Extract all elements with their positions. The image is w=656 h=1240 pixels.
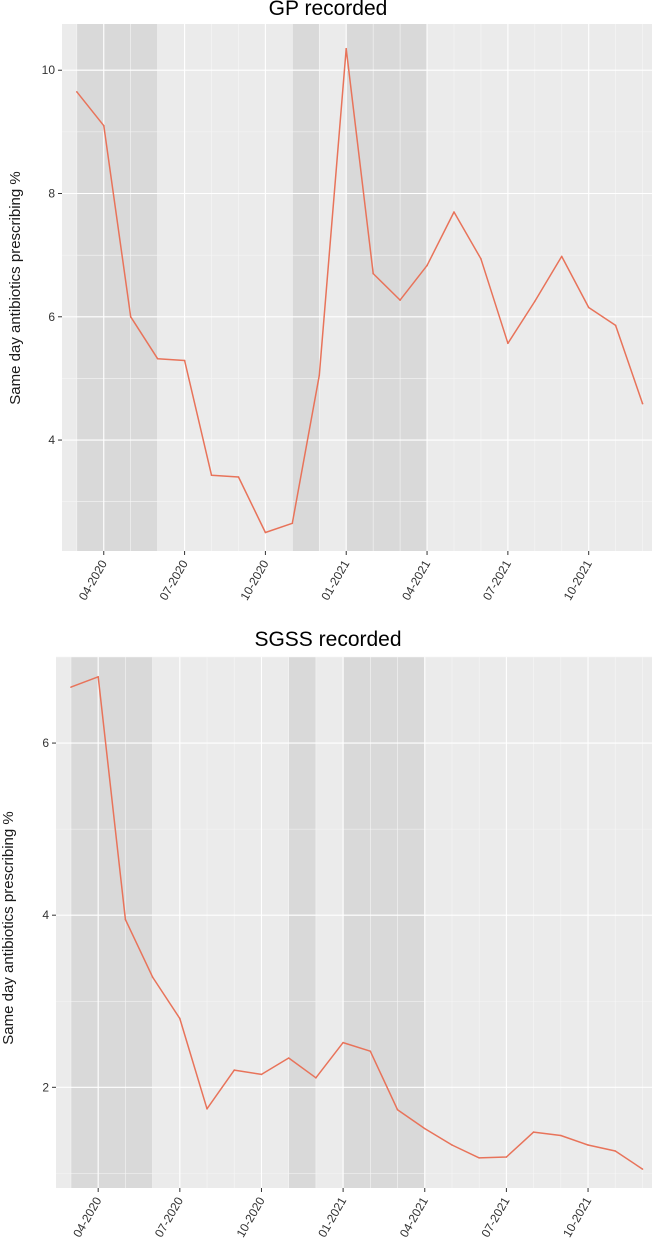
x-tick-label: 04-2021	[399, 557, 433, 602]
data-point	[587, 306, 590, 309]
y-axis-label: Same day antibiotics prescribing %	[7, 171, 24, 404]
data-point	[372, 272, 374, 275]
data-point	[151, 976, 154, 978]
data-point	[478, 1157, 480, 1159]
data-point	[641, 1168, 644, 1170]
data-point	[587, 1144, 589, 1146]
data-point	[206, 1108, 208, 1110]
data-point	[291, 522, 294, 525]
x-tick-label: 10-2020	[237, 557, 271, 602]
y-tick-label: 4	[48, 433, 55, 447]
series-line	[76, 47, 644, 534]
x-tick-label: 07-2020	[157, 557, 191, 602]
x-tick-label: 10-2020	[234, 1194, 268, 1239]
y-tick-label: 6	[42, 736, 49, 750]
data-point	[102, 124, 105, 127]
chart-title: SGSS recorded	[254, 628, 402, 651]
data-point	[614, 1150, 617, 1152]
data-point	[237, 476, 240, 478]
sgss-chart-plot: 2 4 6 04-2020 07-2020 10-2020 01-2021 04-2021 07…	[0, 656, 652, 1240]
data-point	[210, 474, 213, 476]
data-point	[156, 357, 159, 360]
data-point	[369, 1050, 372, 1052]
x-tick-label: 01-2021	[318, 557, 352, 602]
x-tick-label: 10-2021	[561, 557, 595, 602]
y-tick-label: 6	[48, 310, 55, 324]
x-tick-label: 07-2021	[480, 557, 514, 602]
data-point	[399, 299, 401, 301]
data-point	[97, 675, 99, 678]
data-point	[453, 211, 455, 213]
data-point	[233, 1069, 236, 1071]
y-tick-label: 4	[42, 908, 49, 922]
x-tick-label: 01-2021	[315, 1194, 349, 1239]
data-point	[260, 1073, 263, 1076]
data-point	[641, 402, 644, 405]
data-point	[179, 1017, 181, 1020]
data-point	[560, 1134, 562, 1137]
data-point	[318, 374, 321, 377]
data-point	[614, 324, 617, 327]
y-tick-label: 8	[48, 187, 55, 201]
data-point	[264, 531, 267, 534]
gp-recorded-chart: GP recorded 4 6 8 10 04-2020 07-2020 10-2020 01…	[0, 0, 656, 615]
data-point	[532, 1131, 535, 1133]
x-tick-label: 10-2021	[560, 1194, 594, 1239]
data-point	[345, 47, 348, 50]
x-tick-label: 04-2020	[70, 1194, 104, 1239]
lockdown-shade	[292, 24, 320, 551]
data-point	[287, 1057, 290, 1059]
data-point	[534, 300, 536, 303]
data-point	[342, 1041, 344, 1044]
y-axis-label: Same day antibiotics prescribing %	[0, 811, 17, 1044]
lockdown-shade	[70, 657, 153, 1188]
gp-chart-plot: 4 6 8 10 04-2020 07-2020 10-2020 01-2021 04-2021…	[7, 24, 652, 603]
y-tick-label: 10	[42, 63, 56, 77]
x-tick-label: 07-2020	[152, 1194, 186, 1239]
data-point	[183, 359, 186, 362]
x-tick-label: 07-2021	[478, 1194, 512, 1239]
data-point	[124, 918, 127, 921]
data-point	[76, 91, 78, 93]
data-point	[423, 1127, 426, 1130]
lockdown-shade	[343, 657, 425, 1188]
series-line	[70, 676, 643, 1170]
lockdown-shade	[288, 657, 316, 1188]
sgss-recorded-chart: SGSS recorded 2 4 6 04-2020 07-2020 10-2020 01…	[0, 620, 656, 1240]
data-point	[426, 264, 428, 267]
data-point	[315, 1077, 317, 1079]
y-tick-label: 2	[42, 1080, 49, 1094]
data-point	[560, 255, 563, 258]
data-point	[505, 1156, 508, 1158]
data-point	[129, 315, 132, 318]
lockdown-shade	[76, 24, 158, 551]
data-point	[451, 1144, 453, 1146]
data-point	[396, 1108, 399, 1111]
data-point	[480, 258, 482, 260]
x-tick-label: 04-2021	[397, 1194, 431, 1239]
chart-title: GP recorded	[268, 0, 388, 20]
data-point	[70, 686, 72, 688]
x-tick-label: 04-2020	[76, 557, 110, 602]
data-point	[507, 342, 509, 345]
